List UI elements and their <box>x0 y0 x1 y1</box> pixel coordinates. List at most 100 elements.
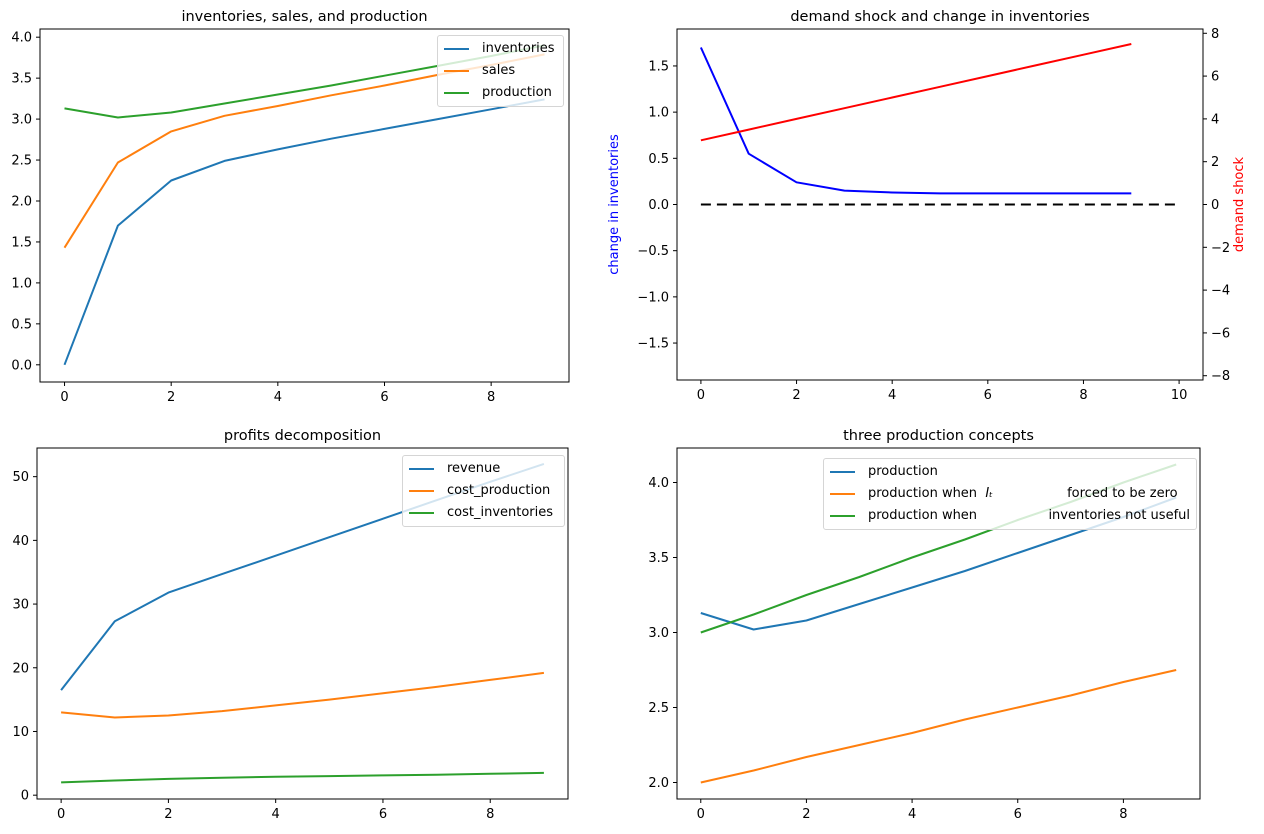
x-tick-label: 8 <box>487 390 495 405</box>
legend-line-swatch <box>444 69 469 73</box>
chart-title: demand shock and change in inventories <box>790 9 1089 25</box>
legend-item: sales <box>444 63 557 79</box>
legend-line-swatch <box>830 492 855 496</box>
x-tick-label: 8 <box>486 807 494 822</box>
x-tick-label: 4 <box>908 807 916 822</box>
y2-tick-label: 4 <box>1211 112 1219 127</box>
x-tick-label: 6 <box>380 390 388 405</box>
y2-tick-label: 6 <box>1211 70 1219 85</box>
legend-label: production <box>868 464 938 479</box>
legend-line-swatch <box>444 91 469 95</box>
legend-line-swatch <box>409 489 434 493</box>
legend-label: production when <box>868 508 978 523</box>
y-tick-label: −0.5 <box>637 244 669 259</box>
legend-label: sales <box>482 63 516 78</box>
series-change-in-inventories-line <box>699 47 1132 195</box>
x-tick-label: 0 <box>697 388 705 403</box>
y2-tick-label: 0 <box>1211 198 1219 213</box>
legend-item: production when Iₜ forced to be zero <box>830 486 1190 502</box>
legend-line-swatch <box>409 511 434 515</box>
legend-line-swatch <box>409 467 434 471</box>
axes-frame <box>676 447 1201 800</box>
x-tick-label: 4 <box>888 388 896 403</box>
axes-frame <box>39 28 570 383</box>
x-tick-label: 10 <box>1171 388 1188 403</box>
x-tick-label: 4 <box>272 807 280 822</box>
chart-title: inventories, sales, and production <box>181 9 427 25</box>
y-tick-label: 2.0 <box>648 776 669 791</box>
y-tick-label: 4.0 <box>648 476 669 491</box>
y-tick-label: 0 <box>21 789 29 804</box>
legend-line-swatch <box>830 470 855 474</box>
y-tick-label: 30 <box>12 598 29 613</box>
chart-title: three production concepts <box>843 428 1034 444</box>
x-tick-label: 2 <box>164 807 172 822</box>
subplot-three-production-concepts: 0 2 4 6 8 2.0 2.5 3.0 3.5 4.0 three production con… <box>632 417 1264 834</box>
legend-label-right: inventories not useful <box>1048 508 1190 523</box>
legend: production production when Iₜ forced to be… <box>823 458 1197 530</box>
legend-line-swatch <box>830 514 855 518</box>
legend-item: revenue <box>409 461 558 477</box>
chart-inventories-sales-production: 0 2 4 6 8 0.0 0.5 1.0 1.5 2.0 2.5 3.0 3.5 4.0 inventor… <box>11 9 570 405</box>
series-demand-shock-line <box>700 43 1132 142</box>
legend-label: production when Iₜ <box>868 486 993 501</box>
series-inventories-line <box>63 98 545 366</box>
y2-tick-label: 8 <box>1211 27 1219 42</box>
subplot-profits-decomposition: 0 2 4 6 8 0 10 20 30 40 50 profits decomposition rev… <box>0 417 632 834</box>
subplot-inventories-sales-production: 0 2 4 6 8 0.0 0.5 1.0 1.5 2.0 2.5 3.0 3.5 4.0 inventor… <box>0 0 632 417</box>
y-tick-label: 2.0 <box>11 194 32 209</box>
y-tick-label: 3.0 <box>648 626 669 641</box>
y-axis-label: change in inventories <box>607 134 622 275</box>
x-tick-label: 0 <box>60 390 68 405</box>
legend-item: cost_production <box>409 483 558 499</box>
series-cost-inventories-line <box>61 771 544 784</box>
y-tick-label: 10 <box>12 725 29 740</box>
legend-label: revenue <box>447 461 501 476</box>
y-tick-label: −1.0 <box>637 290 669 305</box>
chart-demand-shock-change-in-inventories: 0 2 4 6 8 10 −1.5 −1.0 −0.5 0.0 0.5 1.0 1.5 −8 −6 −4 −2 0… <box>607 9 1247 403</box>
y-tick-label: 0.0 <box>648 198 669 213</box>
subplot-demand-shock-change-in-inventories: 0 2 4 6 8 10 −1.5 −1.0 −0.5 0.0 0.5 1.0 1.5 −8 −6 −4 −2 0… <box>607 0 1264 417</box>
y-tick-label: 3.5 <box>648 551 669 566</box>
y-tick-label: 0.0 <box>11 358 32 373</box>
y-tick-label: 2.5 <box>648 701 669 716</box>
y-tick-label: 50 <box>12 470 29 485</box>
chart-title: profits decomposition <box>224 428 381 444</box>
legend-item: cost_inventories <box>409 505 558 521</box>
x-tick-label: 2 <box>792 388 800 403</box>
chart-profits-decomposition: 0 2 4 6 8 0 10 20 30 40 50 profits decomposition <box>12 428 569 822</box>
x-tick-label: 0 <box>57 807 65 822</box>
legend-item: production <box>444 85 557 101</box>
x-tick-label: 8 <box>1119 807 1127 822</box>
y-tick-label: 40 <box>12 534 29 549</box>
legend-item: production when inventories not useful <box>830 508 1190 524</box>
axes-frame <box>36 447 569 800</box>
y-tick-label: 20 <box>12 661 29 676</box>
y-tick-label: 4.0 <box>11 31 32 46</box>
legend: revenue cost_production cost_inventories <box>402 455 565 527</box>
x-tick-label: 2 <box>167 390 175 405</box>
legend-item: production <box>830 464 1190 480</box>
x-tick-label: 6 <box>984 388 992 403</box>
legend-line-swatch <box>444 47 469 51</box>
y2-tick-label: −4 <box>1211 284 1230 299</box>
x-tick-label: 6 <box>379 807 387 822</box>
series-cost-production-line <box>61 671 545 719</box>
y-tick-label: 2.5 <box>11 154 32 169</box>
y-tick-label: 1.0 <box>648 106 669 121</box>
legend-label-right: forced to be zero <box>1067 486 1190 501</box>
x-tick-label: 2 <box>802 807 810 822</box>
series-production-when-it-forced-zero-line <box>700 669 1177 784</box>
x-tick-label: 4 <box>274 390 282 405</box>
y-tick-label: 1.5 <box>648 59 669 74</box>
y2-tick-label: −6 <box>1211 326 1230 341</box>
y-tick-label: 0.5 <box>11 317 32 332</box>
y2-axis-label: demand shock <box>1232 156 1247 252</box>
y-tick-label: 3.5 <box>11 72 32 87</box>
x-tick-label: 0 <box>697 807 705 822</box>
y-tick-label: 1.0 <box>11 276 32 291</box>
y2-tick-label: −2 <box>1211 241 1230 256</box>
x-tick-label: 6 <box>1014 807 1022 822</box>
y-tick-label: −1.5 <box>637 337 669 352</box>
